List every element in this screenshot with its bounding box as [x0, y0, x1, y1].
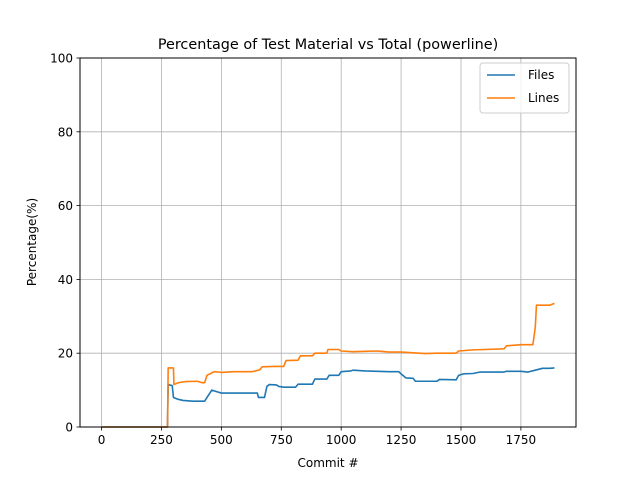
y-tick-label: 100	[50, 52, 73, 66]
x-tick-label: 1500	[446, 433, 477, 447]
series-line-lines	[101, 302, 555, 428]
x-tick-label: 500	[210, 433, 233, 447]
legend: Files Lines	[479, 62, 570, 114]
x-tick-label: 250	[150, 433, 173, 447]
x-tick-label: 1000	[326, 433, 357, 447]
series-line-files	[101, 367, 555, 428]
y-tick-label: 20	[58, 347, 73, 361]
x-tick-label: 750	[270, 433, 293, 447]
y-tick-label: 40	[58, 273, 73, 287]
x-tick-label: 1750	[506, 433, 537, 447]
axis-ticks: 0 250 500 750 1000 1250 1500 1750 0 20 40 60 80 100	[50, 52, 536, 448]
x-axis-label: Commit #	[297, 456, 358, 470]
legend-label-files: Files	[528, 68, 554, 82]
plot-frame	[79, 57, 577, 428]
legend-box	[479, 62, 570, 114]
chart-title: Percentage of Test Material vs Total (po…	[158, 37, 498, 53]
legend-label-lines: Lines	[528, 91, 559, 105]
x-tick-label: 0	[98, 433, 106, 447]
y-tick-label: 60	[58, 199, 73, 213]
y-tick-label: 0	[65, 421, 73, 435]
series-lines	[101, 302, 555, 428]
y-axis-label: Percentage(%)	[25, 198, 39, 286]
x-tick-label: 1250	[386, 433, 417, 447]
y-tick-label: 80	[58, 125, 73, 139]
